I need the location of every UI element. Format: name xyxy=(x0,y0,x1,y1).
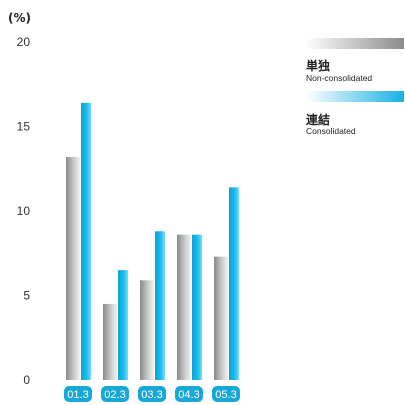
category-badge xyxy=(101,386,129,402)
bar-non-consolidated xyxy=(214,256,228,380)
bar-consolidated xyxy=(192,234,202,380)
bar-non-consolidated xyxy=(66,156,80,380)
bars xyxy=(66,102,239,380)
legend-swatch-non-consolidated xyxy=(306,38,404,49)
y-tick-label: 5 xyxy=(23,289,30,303)
legend-sublabel-non-consolidated: Non-consolidated xyxy=(306,73,372,83)
bar-non-consolidated xyxy=(177,234,191,380)
category-badge xyxy=(64,386,92,402)
bar-non-consolidated xyxy=(140,280,154,380)
bar-consolidated xyxy=(229,187,239,380)
y-tick-label: 0 xyxy=(23,373,30,387)
category-badge xyxy=(175,386,203,402)
category-badge xyxy=(138,386,166,402)
y-tick-label: 10 xyxy=(17,204,31,218)
y-tick-label: 20 xyxy=(17,35,31,49)
y-tick-label: 15 xyxy=(17,120,31,134)
category-labels: 01.3 02.3 03.3 04.3 05.3 xyxy=(64,386,240,402)
legend-swatch-consolidated xyxy=(306,91,404,102)
y-axis-unit: (%) xyxy=(8,11,31,25)
bar-non-consolidated xyxy=(103,303,117,380)
legend-label-consolidated: 連結 xyxy=(306,112,330,127)
bar-consolidated xyxy=(118,270,128,380)
legend: 単独 Non-consolidated 連結 Consolidated xyxy=(306,38,404,136)
y-axis-ticks: 0 5 10 15 20 xyxy=(17,35,31,387)
bar-consolidated xyxy=(155,231,165,380)
category-label: 03.3 xyxy=(141,389,162,401)
category-label: 01.3 xyxy=(67,389,88,401)
category-label: 02.3 xyxy=(104,389,125,401)
category-badge xyxy=(212,386,240,402)
bar-consolidated xyxy=(81,102,91,380)
legend-sublabel-consolidated: Consolidated xyxy=(306,126,356,136)
legend-label-non-consolidated: 単独 xyxy=(306,58,330,73)
category-label: 05.3 xyxy=(215,389,236,401)
category-label: 04.3 xyxy=(178,389,199,401)
